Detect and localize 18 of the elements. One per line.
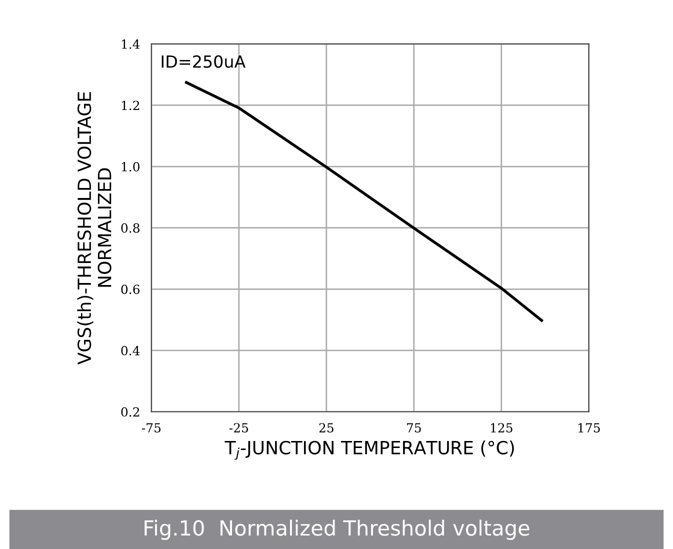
x-tick-label: -75 (142, 423, 161, 433)
x-axis-title: T$_{j}$-JUNCTION TEMPERATURE (°C) (224, 440, 514, 460)
caption: Fig.10 Normalized Threshold voltage (144, 520, 530, 540)
x-tick-label: 125 (490, 423, 512, 433)
y-tick-label: 1.2 (122, 100, 140, 110)
y-tick-label: 0.8 (121, 223, 140, 233)
y-tick-label: 0.4 (121, 346, 140, 356)
annotation: ID=250uA (162, 55, 246, 68)
x-tick-label: 175 (578, 423, 600, 433)
x-tick-label: -25 (229, 423, 248, 433)
y-tick-label: 0.2 (121, 407, 140, 417)
y-tick-label: 1.4 (122, 39, 140, 49)
line-series (185, 81, 544, 322)
y-tick-label: 0.6 (121, 284, 140, 294)
x-tick-label: 75 (406, 423, 421, 433)
x-tick-label: 25 (319, 423, 334, 433)
y-axis-title: VGS(th)-THRESHOLD VOLTAGE NORMALIZED (77, 92, 112, 365)
y-tick-label: 1.0 (122, 162, 140, 172)
